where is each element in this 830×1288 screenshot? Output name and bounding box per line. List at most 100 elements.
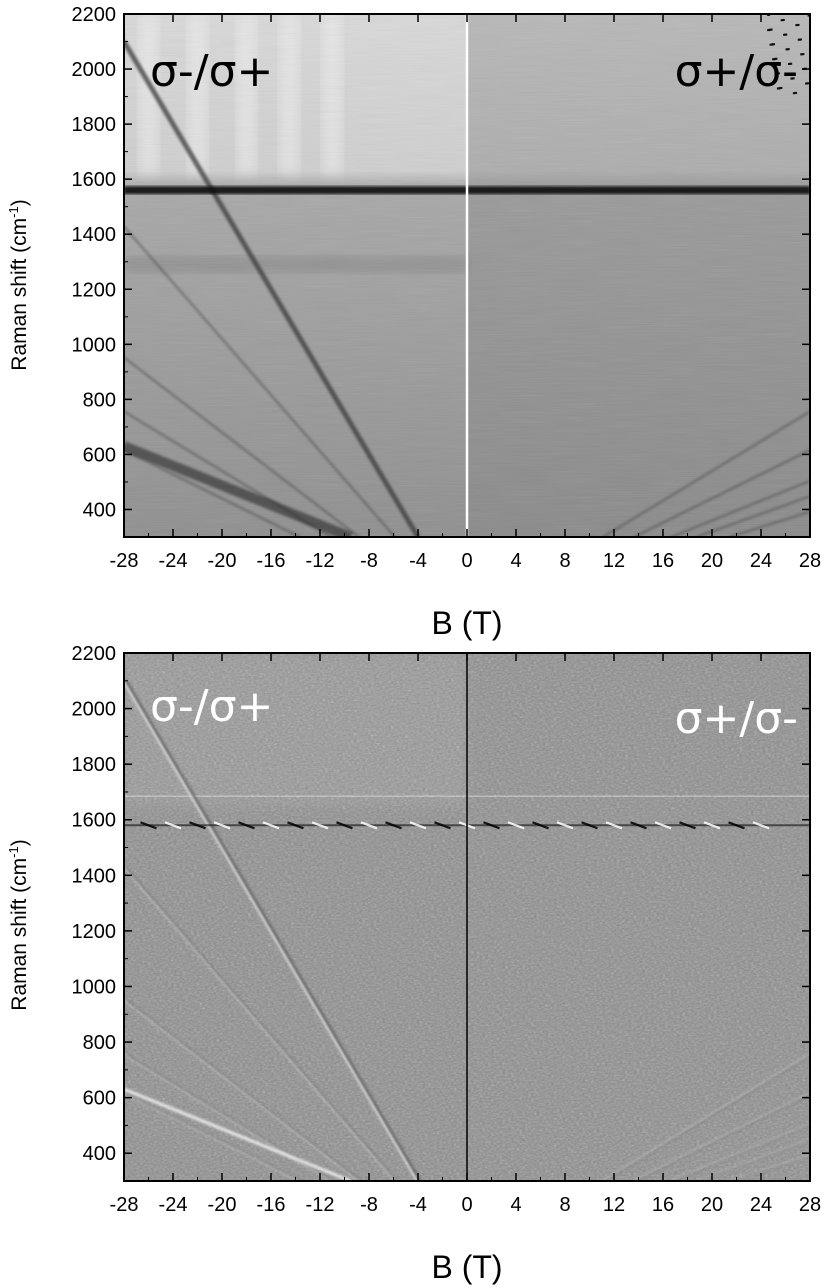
heatmap-image — [124, 14, 810, 537]
x-tick-label: 4 — [510, 1194, 521, 1216]
speckle-36 — [769, 43, 773, 46]
x-tick-label: 16 — [652, 1194, 674, 1216]
x-tick-label: -28 — [110, 1194, 139, 1216]
fan-line-shadow-1 — [125, 867, 398, 1181]
annotation-right: σ+/σ- — [675, 693, 798, 744]
x-tick-label: -12 — [306, 1194, 335, 1216]
x-tick-label: 8 — [559, 1194, 570, 1216]
x-tick-label: 28 — [799, 550, 821, 572]
y-tick-label: 400 — [83, 1143, 116, 1165]
g-band-feature-25 — [752, 821, 770, 830]
speckle-24 — [783, 33, 787, 36]
g-band-feature-17 — [556, 821, 574, 830]
y-tick-label: 2200 — [72, 4, 117, 26]
g-band-feature-14 — [483, 821, 500, 830]
y-tick-label: 2000 — [72, 699, 117, 721]
g-band-feature-15 — [507, 821, 525, 830]
fan-line-6 — [633, 1092, 810, 1181]
speckle-23 — [780, 19, 784, 22]
g-band-feature-3 — [213, 821, 231, 830]
x-tick-label: 0 — [461, 1194, 472, 1216]
heatmap-image — [124, 653, 810, 1181]
fan-line-4 — [124, 1092, 301, 1181]
fan-line-shadow-8 — [698, 1139, 810, 1181]
g-band-feature-24 — [728, 821, 745, 830]
fan-line-1 — [124, 867, 396, 1181]
x-tick-label: -8 — [360, 550, 378, 572]
fan-line-strong-lower — [124, 441, 353, 537]
speckle-35 — [767, 29, 771, 32]
x-tick-label: 8 — [559, 550, 570, 572]
x-tick-label: -12 — [306, 550, 335, 572]
x-tick-label: -4 — [409, 550, 427, 572]
fan-line-shadow-0 — [124, 680, 422, 1181]
annotation-left: σ-/σ+ — [150, 681, 273, 732]
g-band-feature-9 — [360, 821, 378, 830]
speckle-33 — [805, 82, 809, 85]
y-tick-label: 1600 — [72, 810, 117, 832]
fan-line-shadow-9 — [731, 1155, 810, 1181]
y-tick-label: 1000 — [72, 334, 117, 356]
x-tick-label: 12 — [603, 1194, 625, 1216]
g-band-feature-16 — [532, 821, 549, 830]
speckle-39 — [776, 87, 780, 90]
x-tick-label: -24 — [159, 550, 188, 572]
g-band-feature-23 — [703, 821, 721, 830]
y-tick-label: 1800 — [72, 114, 117, 136]
bottom-panel: σ-/σ+ σ+/σ- -28 -24 -20 -16 -12 -8 -4 0 4 8 12 16 20 24… — [72, 643, 822, 1216]
g-band-feature-0 — [140, 821, 157, 830]
annotation-right: σ+/σ- — [675, 46, 798, 97]
x-tick-label: 16 — [652, 550, 674, 572]
g-band-feature-22 — [679, 821, 696, 830]
speckle-29 — [795, 24, 799, 27]
x-tick-label: 12 — [603, 550, 625, 572]
g-band-feature-18 — [581, 821, 598, 830]
x-tick-label: -4 — [409, 1194, 427, 1216]
fan-line-7 — [670, 479, 810, 537]
top-panel: σ-/σ+ σ+/σ- -28 -24 -20 -16 -12 -8 -4 0 4 8 12 16 20 24… — [72, 4, 822, 572]
speckle-28 — [792, 92, 796, 95]
speckle-31 — [800, 53, 804, 56]
g-band-feature-21 — [654, 821, 672, 830]
y-tick-label: 800 — [83, 389, 116, 411]
fan-line-2 — [124, 999, 360, 1181]
fan-line-7 — [670, 1123, 810, 1181]
fan-line-strong-lower — [124, 1087, 352, 1181]
y-tick-label: 400 — [83, 499, 116, 521]
x-tick-label: -28 — [110, 550, 139, 572]
g-band-feature-7 — [311, 821, 329, 830]
y-tick-label: 1800 — [72, 754, 117, 776]
x-tick-label: -20 — [208, 1194, 237, 1216]
fan-line-shadow-2 — [125, 999, 362, 1181]
fan-line-shadow-4 — [125, 1092, 303, 1181]
fan-line-shadow-6 — [635, 1093, 810, 1181]
bottom-x-axis-title: B (T) — [431, 1249, 502, 1285]
fan-line-4 — [124, 449, 301, 537]
y-tick-label: 600 — [83, 1088, 116, 1110]
fan-line-5 — [602, 1053, 810, 1181]
x-tick-label: -8 — [360, 1194, 378, 1216]
fan-line-5 — [602, 410, 810, 537]
y-tick-label: 800 — [83, 1032, 116, 1054]
speckle-30 — [797, 38, 801, 41]
y-tick-label: 2200 — [72, 643, 117, 665]
fan-line-0 — [124, 680, 420, 1181]
g-band-feature-4 — [238, 821, 255, 830]
x-tick-label: 24 — [750, 1194, 772, 1216]
top-x-axis-title: B (T) — [431, 605, 502, 641]
y-tick-label: 1200 — [72, 921, 117, 943]
y-tick-label: 1000 — [72, 976, 117, 998]
speckle-26 — [787, 62, 791, 65]
y-tick-label: 1400 — [72, 865, 117, 887]
fan-line-2 — [124, 356, 360, 537]
g-band-feature-11 — [409, 821, 427, 830]
g-band-feature-5 — [262, 821, 280, 830]
speckle-25 — [785, 48, 789, 51]
x-tick-label: 20 — [701, 1194, 723, 1216]
y-tick-label: 600 — [83, 444, 116, 466]
fan-line-1 — [124, 225, 396, 537]
fan-line-9 — [729, 510, 810, 537]
bottom-y-axis-title: Raman shift (cm-1) — [6, 839, 31, 1010]
fan-line-8 — [696, 1139, 810, 1181]
x-tick-label: 4 — [510, 550, 521, 572]
